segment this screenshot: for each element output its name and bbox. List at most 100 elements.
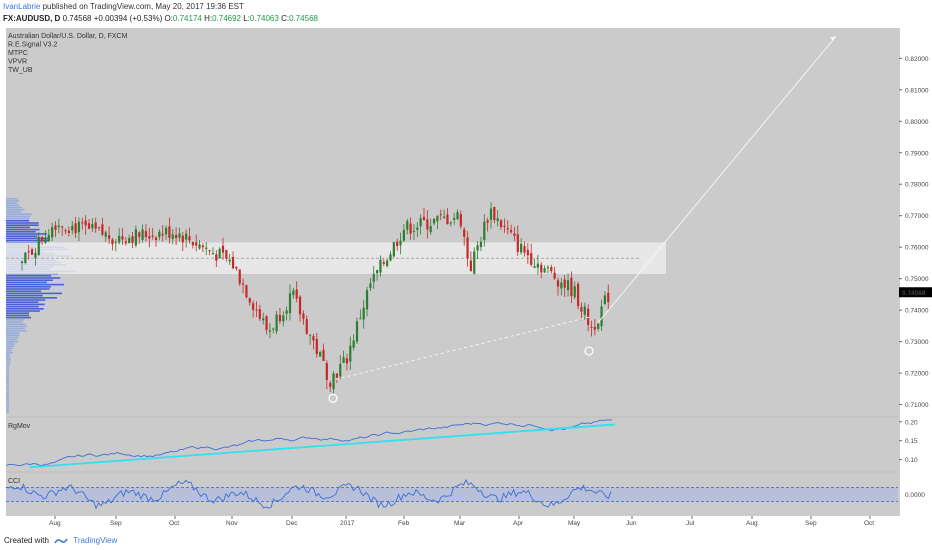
candle-body [362, 307, 365, 320]
candle-body [506, 228, 509, 230]
volume-bar [6, 292, 63, 295]
candle-body [282, 315, 285, 322]
volume-bar [6, 310, 40, 312]
candle-body [553, 272, 556, 279]
candle-body [536, 263, 539, 268]
publish-line: IvanLabrie published on TradingView.com,… [3, 2, 244, 11]
price-tick-label: 0.78000 [905, 182, 929, 189]
price-tick-label: 0.82000 [905, 56, 929, 63]
volume-bar [6, 323, 26, 325]
chart-area[interactable]: Australian Dollar/U.S. Dollar, D, FXCM R.… [0, 28, 932, 530]
candle-body [459, 214, 462, 227]
volume-bar [6, 347, 13, 350]
volume-bar [6, 371, 9, 374]
candle-body [101, 224, 104, 235]
volume-bar [6, 224, 39, 226]
candle-body [148, 236, 151, 239]
candle-body [469, 260, 472, 271]
candle-body [516, 234, 519, 252]
candle-body [312, 336, 315, 341]
candle-body [235, 266, 238, 269]
candle-body [530, 253, 533, 265]
candle-body [560, 282, 563, 289]
candle-body [386, 260, 389, 266]
volume-bar [6, 374, 9, 376]
projection-line [597, 35, 837, 324]
volume-bar [6, 299, 46, 301]
time-tick-label: Apr [513, 520, 524, 527]
published-text: published on TradingView.com, May 20, 20… [42, 2, 244, 11]
volume-bar [6, 220, 30, 222]
rgmov-trendline [29, 423, 616, 469]
volume-bar [6, 402, 9, 405]
candle-body [520, 243, 523, 253]
volume-bar [6, 231, 36, 233]
last-price-tag [899, 287, 932, 298]
candle-body [265, 316, 268, 330]
candle-body [376, 270, 379, 274]
volume-bar [6, 407, 9, 409]
volume-bar [6, 387, 9, 389]
candle-body [563, 279, 566, 288]
tradingview-brand[interactable]: TradingView [73, 536, 118, 545]
candle-body [580, 307, 583, 312]
candle-body [164, 227, 168, 235]
volume-bar [6, 200, 20, 202]
candle-body [292, 290, 295, 296]
volume-bar [6, 239, 48, 242]
candle-body [242, 283, 245, 285]
open-value: 0.74174 [172, 14, 202, 23]
candle-body [288, 293, 292, 314]
candle-body [252, 303, 255, 310]
candle-body [540, 264, 543, 273]
candle-body [449, 222, 452, 224]
candle-body [211, 253, 215, 255]
candle-body [51, 227, 54, 238]
cci-band [6, 487, 898, 502]
candle-body [298, 296, 302, 315]
candle-body [138, 232, 141, 237]
candle-body [231, 257, 235, 269]
volume-bar [6, 283, 65, 286]
candle-body [285, 310, 288, 314]
time-tick-label: Nov [226, 520, 238, 527]
volume-bar [6, 378, 9, 380]
candle-body [597, 323, 600, 329]
cci-pane: 0.0000 CCI [5, 478, 925, 510]
volume-bar [6, 345, 15, 347]
candle-body [201, 245, 204, 248]
volume-bar [6, 360, 11, 363]
candle-body [278, 314, 282, 322]
candle-body [566, 280, 570, 291]
time-tick-label: 2017 [340, 520, 355, 527]
chart-legend: Australian Dollar/U.S. Dollar, D, FXCM R.… [8, 33, 128, 74]
candle-body [94, 222, 97, 229]
candle-body [262, 318, 265, 321]
volume-bar [6, 233, 47, 235]
volume-bar [6, 411, 9, 413]
time-tick-label: Aug [746, 520, 758, 527]
candle-body [416, 227, 419, 230]
candle-body [315, 339, 318, 354]
drawings [328, 35, 837, 403]
volume-bar [6, 303, 45, 306]
symbol-name[interactable]: FX:AUDUSD, D [3, 14, 61, 23]
candle-body [550, 266, 553, 272]
chart-header: IvanLabrie published on TradingView.com,… [0, 0, 932, 28]
open-label: O: [164, 14, 173, 23]
candle-body [20, 261, 24, 264]
symbol-line: FX:AUDUSD, D 0.74568 +0.00394 (+0.53%) O… [3, 14, 318, 23]
candle-body [409, 223, 412, 234]
candle-body [295, 289, 298, 299]
candle-body [175, 234, 178, 238]
candle-body [406, 221, 409, 230]
candle-body [141, 229, 144, 240]
author-link[interactable]: IvanLabrie [3, 2, 41, 11]
volume-bar [6, 367, 9, 369]
price-tick-label: 0.76000 [905, 245, 929, 252]
volume-bar [6, 404, 9, 407]
time-tick-label: Jun [626, 520, 637, 527]
time-tick-label: May [568, 520, 581, 527]
volume-bar [6, 338, 17, 341]
time-tick-label: Jul [686, 520, 695, 527]
